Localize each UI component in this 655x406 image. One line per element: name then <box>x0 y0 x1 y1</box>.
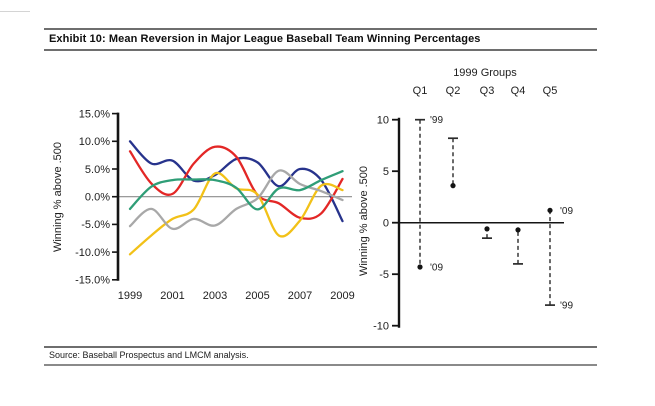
y-tick-label: 5 <box>383 166 389 178</box>
x-tick-label: 1999 <box>118 290 142 302</box>
y-tick-label: -15.0% <box>75 275 110 287</box>
y-tick-label: 0.0% <box>85 192 110 204</box>
window-edge-artifact <box>0 11 30 12</box>
y-tick-label: 10 <box>377 115 389 127</box>
line-series-navy-group <box>128 140 344 223</box>
group-label-q5: Q5 <box>543 85 558 97</box>
y-axis-title: Winning % above .500 <box>52 142 64 252</box>
right-chart-title: 1999 Groups <box>453 67 517 79</box>
line-series-green-group <box>128 170 344 211</box>
year-annotation: '09 <box>560 206 573 217</box>
title-bar: Exhibit 10: Mean Reversion in Major Leag… <box>44 28 597 51</box>
dot-2009-q1 <box>417 264 423 270</box>
y-tick-label: -10.0% <box>75 247 110 259</box>
group-label-q3: Q3 <box>480 85 495 97</box>
year-annotation: '99 <box>430 115 443 126</box>
y-tick-label: -5.0% <box>81 219 110 231</box>
y-tick-label: 15.0% <box>79 108 110 120</box>
dot-2009-q2 <box>450 183 456 189</box>
x-tick-label: 2009 <box>330 290 354 302</box>
y-tick-label: -5 <box>379 269 389 281</box>
y-axis-title: Winning % above .500 <box>358 166 370 276</box>
group-label-q4: Q4 <box>511 85 526 97</box>
dot-2009-q3 <box>484 226 490 232</box>
exhibit-title: Exhibit 10: Mean Reversion in Major Leag… <box>49 33 481 45</box>
year-annotation: '09 <box>430 262 443 273</box>
x-tick-label: 2007 <box>288 290 312 302</box>
y-tick-label: 10.0% <box>79 136 110 148</box>
y-tick-label: -10 <box>373 321 389 333</box>
group-label-q1: Q1 <box>413 85 428 97</box>
source-note: Source: Baseball Prospectus and LMCM ana… <box>49 350 249 360</box>
x-tick-label: 2003 <box>203 290 227 302</box>
line-series-gray-group <box>128 169 344 231</box>
group-label-q2: Q2 <box>446 85 461 97</box>
source-bar: Source: Baseball Prospectus and LMCM ana… <box>44 346 597 366</box>
x-tick-label: 2005 <box>245 290 269 302</box>
dot-2009-q4 <box>515 227 521 233</box>
y-tick-label: 5.0% <box>85 164 110 176</box>
x-tick-label: 2001 <box>160 290 184 302</box>
quintile-range-chart: 1999 Groups Q1 Q2 Q3 Q4 Q5 10 5 0 -5 -10 '99 '09 '09 '… <box>358 67 573 333</box>
y-tick-label: 0 <box>383 218 389 230</box>
line-series-red-group <box>128 145 344 220</box>
winning-percentage-line-chart: 15.0% 10.0% 5.0% 0.0% -5.0% -10.0% -15.0% 1999 2… <box>52 108 355 302</box>
dot-2009-q5 <box>547 207 553 213</box>
year-annotation: '99 <box>560 301 573 312</box>
